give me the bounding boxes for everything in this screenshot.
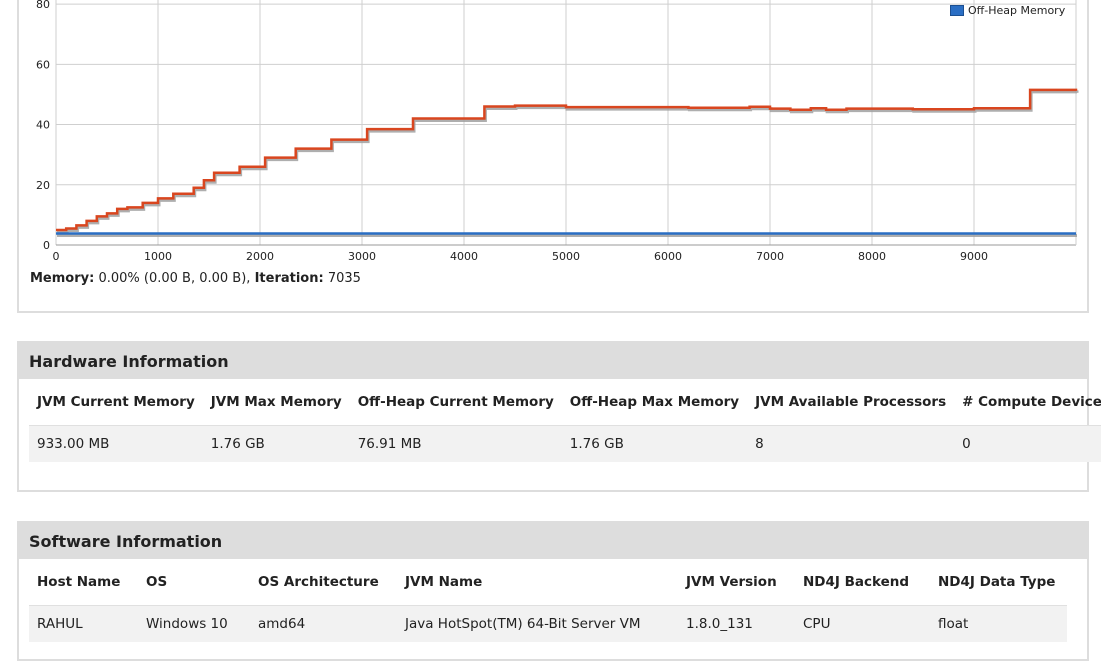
software-header-row: Host Name OS OS Architecture JVM Name JV… <box>29 559 1067 606</box>
hw-header-jvm-max-memory: JVM Max Memory <box>210 394 342 410</box>
iteration-status-value: 7035 <box>327 271 361 286</box>
sw-value-os: Windows 10 <box>138 605 250 642</box>
sw-value-nd4j-backend: CPU <box>795 605 930 642</box>
hw-header-offheap-max-memory: Off-Heap Max Memory <box>569 394 740 410</box>
y-tick-label: 20 <box>36 179 50 192</box>
hw-value-jvm-max-memory: 1.76 GB <box>202 425 350 462</box>
sw-value-nd4j-data-type: float <box>930 605 1067 642</box>
x-tick-label: 7000 <box>756 250 784 263</box>
sw-header-jvm-name: JVM Name <box>405 574 483 590</box>
sw-value-jvm-name: Java HotSpot(TM) 64-Bit Server VM <box>397 605 678 642</box>
table-row: RAHUL Windows 10 amd64 Java HotSpot(TM) … <box>29 605 1067 642</box>
hardware-information-panel: Hardware Information JVM Current Memory … <box>17 341 1101 492</box>
x-tick-label: 3000 <box>348 250 376 263</box>
hw-header-jvm-available-processors: JVM Available Processors <box>755 394 947 410</box>
y-tick-label: 80 <box>36 0 50 11</box>
hardware-information-title: Hardware Information <box>19 343 1087 379</box>
hardware-header-row: JVM Current Memory JVM Max Memory Off-He… <box>29 379 1101 426</box>
series-shadow-0 <box>57 90 1079 234</box>
y-tick-label: 0 <box>43 239 50 252</box>
hw-header-offheap-current-memory: Off-Heap Current Memory <box>357 394 554 410</box>
x-tick-label: 5000 <box>552 250 580 263</box>
software-information-panel: Software Information Host Name OS OS Arc… <box>17 521 1089 661</box>
table-row: 933.00 MB 1.76 GB 76.91 MB 1.76 GB 8 0 <box>29 425 1101 462</box>
sw-header-os: OS <box>146 574 168 590</box>
sw-value-host-name: RAHUL <box>29 605 138 642</box>
hardware-table: JVM Current Memory JVM Max Memory Off-He… <box>29 379 1101 462</box>
memory-status-label: Memory: <box>30 271 95 286</box>
x-tick-label: 6000 <box>654 250 682 263</box>
hw-value-offheap-max-memory: 1.76 GB <box>561 425 748 462</box>
software-table: Host Name OS OS Architecture JVM Name JV… <box>29 559 1067 642</box>
iteration-status-label: Iteration: <box>254 271 324 286</box>
legend-label-off-heap: Off-Heap Memory <box>968 4 1066 17</box>
chart-legend: Off-Heap Memory <box>950 4 1065 17</box>
hw-value-jvm-available-processors: 8 <box>747 425 955 462</box>
sw-header-os-architecture: OS Architecture <box>258 574 379 590</box>
sw-value-os-architecture: amd64 <box>250 605 397 642</box>
sw-header-nd4j-backend: ND4J Backend <box>803 574 910 590</box>
y-tick-label: 40 <box>36 119 50 132</box>
legend-swatch-off-heap <box>950 5 964 16</box>
y-tick-label: 60 <box>36 58 50 71</box>
memory-status-value: 0.00% (0.00 B, 0.00 B), <box>98 271 251 286</box>
memory-chart-panel: 0 20 40 60 80 0 1000 2000 3000 4000 5000 6000 7000 80… <box>17 0 1089 313</box>
memory-status-line: Memory: 0.00% (0.00 B, 0.00 B), Iteratio… <box>30 271 361 286</box>
memory-chart: 0 20 40 60 80 0 1000 2000 3000 4000 5000 6000 7000 80… <box>36 0 1079 263</box>
x-tick-label: 2000 <box>246 250 274 263</box>
sw-header-jvm-version: JVM Version <box>686 574 777 590</box>
sw-header-nd4j-data-type: ND4J Data Type <box>938 574 1056 590</box>
series-line-0 <box>56 88 1078 232</box>
x-tick-label: 1000 <box>144 250 172 263</box>
software-information-title: Software Information <box>19 523 1087 559</box>
hw-value-jvm-current-memory: 933.00 MB <box>29 425 203 462</box>
hw-header-jvm-current-memory: JVM Current Memory <box>37 394 195 410</box>
hw-value-offheap-current-memory: 76.91 MB <box>349 425 562 462</box>
x-tick-label: 4000 <box>450 250 478 263</box>
x-tick-label: 0 <box>53 250 60 263</box>
sw-value-jvm-version: 1.8.0_131 <box>678 605 795 642</box>
x-tick-label: 9000 <box>960 250 988 263</box>
hw-value-compute-devices: 0 <box>954 425 1101 462</box>
hw-header-compute-devices: # Compute Devices <box>962 394 1101 410</box>
sw-header-host-name: Host Name <box>37 574 121 590</box>
x-tick-label: 8000 <box>858 250 886 263</box>
